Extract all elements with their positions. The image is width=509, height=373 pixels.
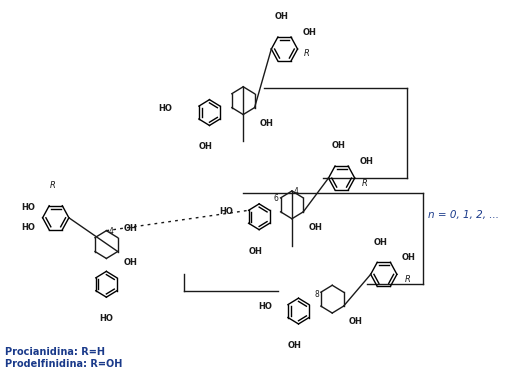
Text: 8: 8 <box>314 290 319 299</box>
Text: 4: 4 <box>294 188 299 197</box>
Text: OH: OH <box>349 317 363 326</box>
Text: OH: OH <box>260 119 274 128</box>
Text: R: R <box>304 50 310 59</box>
Text: R: R <box>50 181 56 190</box>
Text: OH: OH <box>275 12 289 21</box>
Text: R: R <box>362 179 368 188</box>
Text: OH: OH <box>309 223 323 232</box>
Text: OH: OH <box>288 341 302 350</box>
Text: OH: OH <box>123 224 137 233</box>
Text: OH: OH <box>374 238 388 247</box>
Text: HO: HO <box>99 314 114 323</box>
Text: OH: OH <box>402 253 415 262</box>
Text: OH: OH <box>248 247 262 256</box>
Text: 6: 6 <box>274 194 279 203</box>
Text: OH: OH <box>302 28 316 37</box>
Text: HO: HO <box>219 207 233 216</box>
Text: 4: 4 <box>108 227 113 236</box>
Text: HO: HO <box>21 203 35 212</box>
Text: HO: HO <box>158 104 172 113</box>
Text: Prodelfinidina: R=OH: Prodelfinidina: R=OH <box>5 359 123 369</box>
Text: Procianidina: R=H: Procianidina: R=H <box>5 347 105 357</box>
Text: OH: OH <box>123 258 137 267</box>
Text: OH: OH <box>199 142 213 151</box>
Text: R: R <box>405 275 410 284</box>
Text: HO: HO <box>21 223 35 232</box>
Text: HO: HO <box>259 302 272 311</box>
Text: n = 0, 1, 2, ...: n = 0, 1, 2, ... <box>428 210 499 220</box>
Text: OH: OH <box>332 141 346 150</box>
Text: OH: OH <box>359 157 373 166</box>
